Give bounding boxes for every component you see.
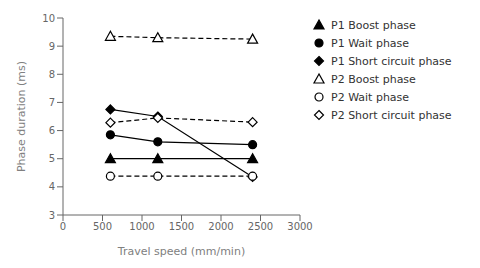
svg-text:3: 3	[49, 210, 55, 221]
html-text:P1 Wait phase: P1 Wait phase	[331, 36, 410, 50]
svg-text:500: 500	[93, 221, 112, 232]
svg-text:7: 7	[49, 97, 55, 108]
svg-text:3000: 3000	[287, 221, 312, 232]
svg-text:2000: 2000	[208, 221, 233, 232]
html-text:P2 Wait phase: P2 Wait phase	[331, 90, 410, 104]
svg-text:9: 9	[49, 41, 55, 52]
svg-text:8: 8	[49, 69, 55, 80]
html-text:P1 Short circuit phase: P1 Short circuit phase	[331, 54, 452, 68]
svg-text:0: 0	[60, 221, 66, 232]
svg-text:5: 5	[49, 153, 55, 164]
svg-text:1500: 1500	[169, 221, 194, 232]
svg-text:Phase duration (ms): Phase duration (ms)	[15, 61, 28, 172]
svg-text:10: 10	[42, 13, 55, 24]
svg-text:6: 6	[49, 125, 55, 136]
html-text:P2 Short circuit phase: P2 Short circuit phase	[331, 108, 452, 122]
html-text:P2 Boost phase: P2 Boost phase	[331, 72, 416, 86]
svg-text:4: 4	[49, 181, 55, 192]
svg-text:2500: 2500	[248, 221, 273, 232]
html-text:P1 Boost phase: P1 Boost phase	[331, 18, 416, 32]
svg-text:Travel speed (mm/min): Travel speed (mm/min)	[117, 245, 245, 258]
svg-text:1000: 1000	[129, 221, 154, 232]
